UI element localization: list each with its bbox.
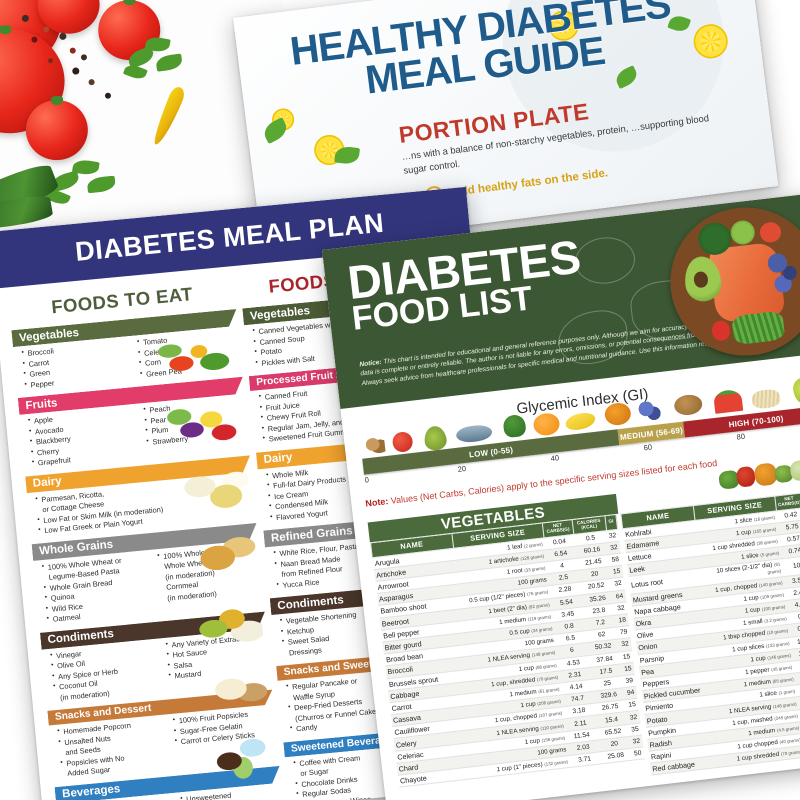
net-carbs: 0.76	[789, 621, 800, 637]
net-carbs: 17.41	[790, 633, 800, 649]
net-carbs: 0.03	[796, 681, 800, 698]
calories: 25.08	[598, 748, 633, 765]
broccoli-icon	[502, 413, 527, 439]
net-carbs: 0.7	[794, 669, 800, 686]
whole-grains-thumbnail	[181, 526, 260, 587]
net-carbs: 10	[781, 555, 800, 577]
snacks-thumbnail	[197, 659, 273, 716]
banana-icon	[564, 411, 597, 432]
nuts-icon	[359, 432, 386, 457]
vegetables-table-left[interactable]: NAME SERVING SIZE NET CARBS(G) CALORIES (KC…	[370, 514, 645, 788]
net-carbs: 4.25	[786, 597, 800, 613]
fruits-thumbnail	[164, 395, 242, 456]
potato-icon	[673, 393, 704, 417]
gi-tick: 60	[643, 442, 653, 453]
dairy-thumbnail	[176, 460, 252, 522]
blueberry-icon	[637, 400, 662, 423]
net-carbs: 16.21	[792, 645, 800, 661]
gi-value: 50	[631, 746, 645, 761]
condiments-thumbnail	[185, 594, 265, 657]
gi-tick: 20	[457, 463, 467, 474]
notice-label: Notice:	[359, 358, 383, 369]
item-list: VinegarOlive OilAny Spice or HerbCoconut…	[50, 642, 156, 704]
fish-icon	[455, 423, 493, 444]
item-list: BroccoliCarrotGreenPepper	[21, 340, 127, 391]
parsley-sprig	[121, 35, 192, 89]
net-carbs: 3.58	[793, 657, 800, 674]
gi-tick: 40	[550, 453, 560, 464]
watermelon-icon	[712, 388, 744, 414]
column-header: GI	[604, 514, 618, 531]
pumpkin-icon	[603, 401, 632, 427]
beverages-thumbnail	[201, 723, 279, 786]
apple-icon	[391, 430, 414, 454]
note-label: Note:	[364, 496, 389, 509]
orange-icon	[532, 411, 561, 437]
item-list: AppleAvocadoBlackberryCherryGrapefruit	[28, 408, 134, 470]
food-list-title: DIABETES FOOD LIST	[345, 230, 586, 339]
net-carbs: 3.71	[569, 752, 601, 768]
avocado-icon	[423, 425, 448, 452]
diabetes-food-list-sheet[interactable]: DIABETES FOOD LIST Notice: This chart is…	[322, 192, 800, 800]
gi-tick: 0	[364, 475, 370, 485]
vegetables-thumbnail	[156, 327, 235, 387]
yellow-chili	[150, 84, 187, 148]
melon-icon	[791, 376, 800, 405]
net-carbs: 0.1	[787, 609, 800, 625]
gi-tick: 80	[736, 431, 746, 442]
rice-icon	[751, 388, 782, 410]
